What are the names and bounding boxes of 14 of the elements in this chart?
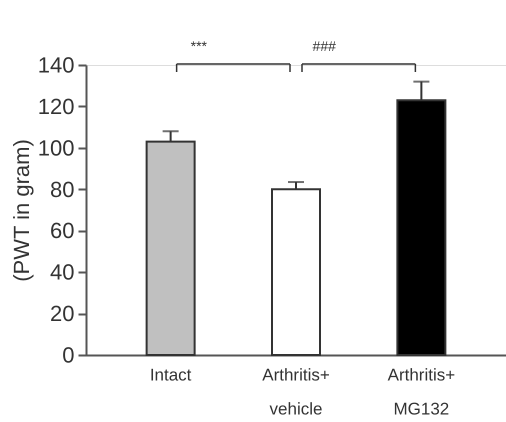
y-tick-label: 120 <box>38 94 74 119</box>
x-tick-label: Arthritis+ vehicle <box>262 366 330 418</box>
x-tick-label: Intact <box>150 366 192 384</box>
y-tick-label: 40 <box>50 260 74 285</box>
y-tick-label: 20 <box>50 301 74 326</box>
x-tick-label: Arthritis+ MG132 <box>388 366 456 418</box>
y-axis-title: (PWT in gram) <box>8 139 34 282</box>
y-tick-label: 0 <box>62 342 74 368</box>
text: *** <box>190 38 208 54</box>
y-tick-label: 60 <box>50 218 74 244</box>
y-tick-label: 140 <box>38 52 74 78</box>
y-tick-label: 80 <box>50 176 74 202</box>
text: ### <box>312 38 336 54</box>
y-tick-label: 100 <box>38 135 74 160</box>
